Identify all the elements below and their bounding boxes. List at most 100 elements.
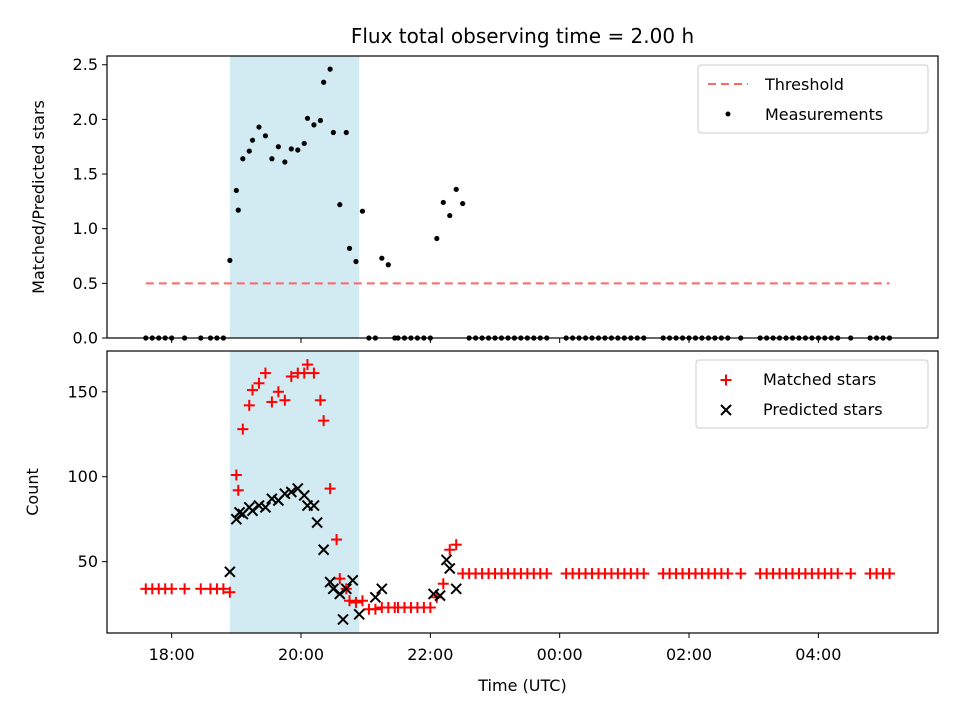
count-y-axis-label: Count [23,468,42,516]
y-tick-label: 50 [78,552,98,571]
legend-matched-swatch [720,374,732,386]
predicted-star-point [298,489,310,502]
matched-star-point [437,578,449,590]
matched-star-point [444,544,456,556]
matched-star-point [350,596,362,608]
count-legend: Matched stars Predicted stars [695,359,929,429]
measurement-point [288,146,294,152]
count-x-ticks: 18:00 20:00 22:00 00:00 02:00 04:00 [149,633,841,664]
legend-predicted-swatch [720,404,732,416]
observing-window-rect [229,56,360,338]
ratio-legend-box [697,64,929,134]
predicted-star-point [440,554,453,566]
matched-star-point [237,423,249,435]
count-panel-frame [106,350,939,634]
ratio-y-axis-label: Matched/Predicted stars [29,100,48,294]
measurement-point [227,257,233,263]
chart-title: Flux total observing time = 2.00 h [351,24,694,48]
measurement-point [275,144,281,150]
matched-star-point [279,394,291,406]
y-tick-label: 1.0 [73,219,98,238]
predicted-star-point [308,499,320,512]
legend-matched-label: Matched stars [763,370,876,389]
matched-star-point [266,396,278,408]
predicted-star-point [434,589,446,602]
measurement-point [359,208,366,214]
predicted-star-point [253,499,265,512]
matched-star-point [334,573,346,585]
x-tick-label: 00:00 [537,645,583,664]
y-tick-label: 0.5 [73,274,98,293]
measurement-point [256,124,262,130]
matched-star-point [735,568,747,580]
matched-star-point [259,367,271,379]
predicted-star-point [259,501,272,513]
y-tick-label: 2.0 [73,110,98,129]
measurement-point [346,245,353,251]
legend-predicted-label: Predicted stars [763,400,883,419]
matched-star-point [243,399,255,411]
measurement-point [321,79,327,85]
matched-star-point [541,568,553,580]
predicted-star-point [311,516,323,529]
predicted-star-point [340,583,352,595]
x-tick-label: 22:00 [407,645,453,664]
matched-star-point [424,602,436,614]
measurement-point [233,187,239,194]
x-axis-label: Time (UTC) [477,676,566,695]
y-tick-label: 2.5 [73,55,98,74]
predicted-star-point [353,608,365,621]
matched-star-point [253,377,265,389]
predicted-star-point [317,544,330,556]
matched-star-point [318,415,330,427]
matched-star-point [324,483,336,495]
matched-star-point [217,583,229,595]
matched-star-point [845,568,857,580]
ratio-legend: Threshold Measurements [697,64,929,134]
predicted-star-point [324,576,336,588]
predicted-star-point [427,588,440,600]
matched-star-point [195,583,207,595]
y-tick-label: 0.0 [73,329,98,348]
predicted-star-point [285,486,298,498]
matched-star-point [232,484,244,496]
measurement-point [262,133,269,139]
measurement-point [240,156,246,162]
matched-star-points [140,359,895,615]
predicted-star-point [233,506,246,519]
measurement-point [235,207,241,213]
measurement-point [282,159,288,165]
matched-star-point [450,539,462,551]
measurement-point [317,117,324,124]
measurement-point [301,140,307,147]
measurement-point [379,255,385,261]
matched-star-point [314,394,326,406]
predicted-star-point [450,583,462,595]
ratio-y-ticks: 0.0 0.5 1.0 1.5 2.0 2.5 [73,55,107,348]
x-tick-label: 18:00 [149,645,195,664]
measurement-point [353,258,359,265]
measurement-point [269,156,275,162]
observing-window-span [229,56,360,338]
legend-threshold-label: Threshold [764,75,844,94]
matched-star-point [883,568,895,580]
x-tick-label: 02:00 [666,645,712,664]
predicted-star-point [224,566,236,578]
predicted-star-point [369,591,382,604]
matched-star-point [298,367,310,379]
measurement-point [460,200,466,207]
count-legend-box [695,359,929,429]
matched-star-point [638,568,650,580]
predicted-star-point [266,493,278,505]
x-tick-label: 20:00 [278,645,324,664]
matched-star-point [224,586,236,598]
predicted-star-point [337,613,349,626]
predicted-star-point [347,574,359,587]
predicted-star-points [224,482,462,626]
legend-x-marker [720,404,732,416]
measurement-point [434,235,440,242]
predicted-star-point [444,562,456,575]
measurement-point [304,115,311,121]
matched-star-point [308,367,320,379]
